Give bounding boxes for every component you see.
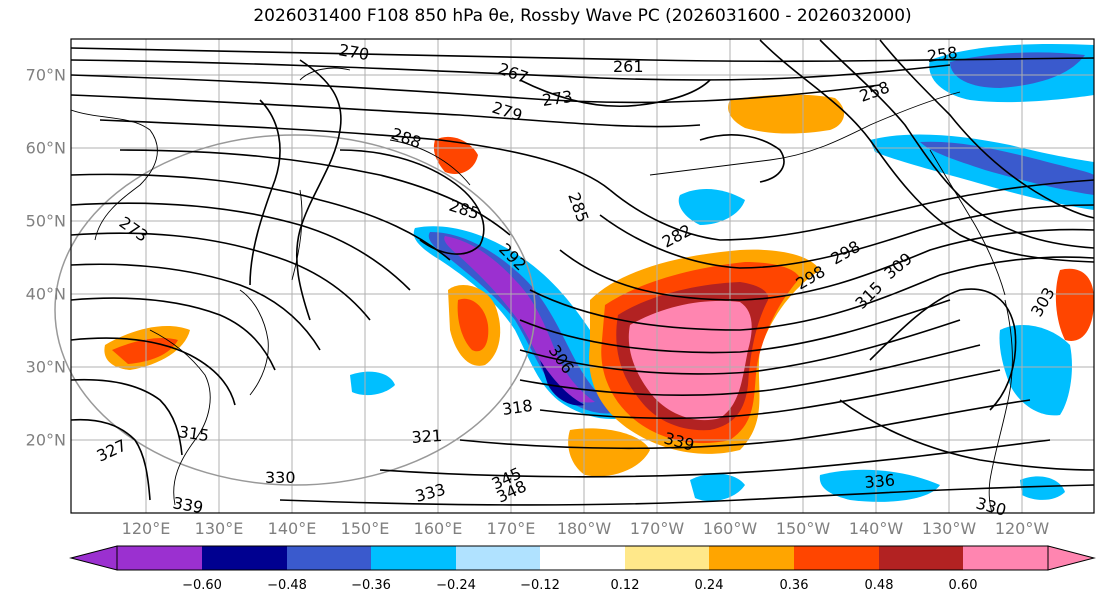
- colorbar-segment: [540, 546, 625, 570]
- colorbar-segment: [117, 546, 202, 570]
- lat-label: 50°N: [25, 211, 66, 231]
- coastlines: [71, 67, 1013, 513]
- lon-label: 170°E: [486, 519, 536, 538]
- colorbar-tick: −0.36: [351, 578, 391, 593]
- colorbar-segment: [879, 546, 963, 570]
- lon-label: 160°E: [413, 519, 463, 538]
- lat-label: 70°N: [25, 65, 66, 85]
- lon-label: 130°E: [194, 519, 244, 538]
- colorbar-tick: −0.24: [436, 578, 476, 593]
- lon-label: 140°E: [267, 519, 317, 538]
- lon-label: 160°W: [702, 519, 758, 538]
- lon-label: 150°W: [775, 519, 831, 538]
- colorbar-tick: −0.48: [267, 578, 307, 593]
- lon-label: 150°E: [340, 519, 390, 538]
- lat-label: 40°N: [25, 284, 66, 304]
- lat-lon-grid: [71, 39, 1094, 513]
- colorbar-extend-low: [69, 545, 118, 571]
- reference-circle: [54, 134, 536, 486]
- colorbar-tick: −0.12: [520, 578, 560, 593]
- contour-label: 315: [177, 422, 210, 445]
- colorbar-segment: [202, 546, 287, 570]
- lon-label: 170°W: [629, 519, 685, 538]
- colorbar-extend-high: [1047, 545, 1096, 571]
- lat-label: 60°N: [25, 138, 66, 158]
- colorbar-segment: [625, 546, 709, 570]
- contour-label: 330: [265, 468, 296, 487]
- colorbar: [69, 545, 1096, 571]
- lon-label: 120°E: [121, 519, 171, 538]
- colorbar-segment: [456, 546, 540, 570]
- colorbar-segment: [287, 546, 371, 570]
- colorbar-tick: 0.60: [948, 578, 978, 593]
- theta-e-contours: [71, 39, 1094, 506]
- contour-label: 318: [501, 396, 534, 419]
- contour-label: 336: [864, 470, 896, 492]
- lat-label: 30°N: [25, 357, 66, 377]
- colorbar-segment: [371, 546, 456, 570]
- lon-label: 130°W: [921, 519, 977, 538]
- colorbar-tick: 0.48: [864, 578, 894, 593]
- contour-label: 273: [541, 87, 574, 110]
- colorbar-segment: [963, 546, 1048, 570]
- lat-label: 20°N: [25, 430, 66, 450]
- colorbar-tick: −0.60: [182, 578, 222, 593]
- colorbar-segment: [709, 546, 794, 570]
- colorbar-tick: 0.36: [779, 578, 809, 593]
- contour-label: 339: [171, 493, 204, 517]
- shaded-anomalies: [104, 43, 1094, 502]
- colorbar-segment: [794, 546, 879, 570]
- lon-label: 120°W: [994, 519, 1050, 538]
- colorbar-tick: 0.24: [694, 578, 724, 593]
- contour-label: 261: [613, 57, 644, 76]
- map-frame: [70, 38, 1095, 514]
- contour-label: 321: [411, 426, 443, 447]
- negative-anomaly-inner: [444, 236, 595, 403]
- positive-anomaly-core: [628, 300, 752, 421]
- contour-label: 258: [926, 43, 959, 66]
- figure-title: 2026031400 F108 850 hPa θe, Rossby Wave …: [253, 6, 912, 26]
- lon-label: 140°W: [848, 519, 904, 538]
- lon-label: 180°W: [556, 519, 612, 538]
- colorbar-tick: 0.12: [610, 578, 640, 593]
